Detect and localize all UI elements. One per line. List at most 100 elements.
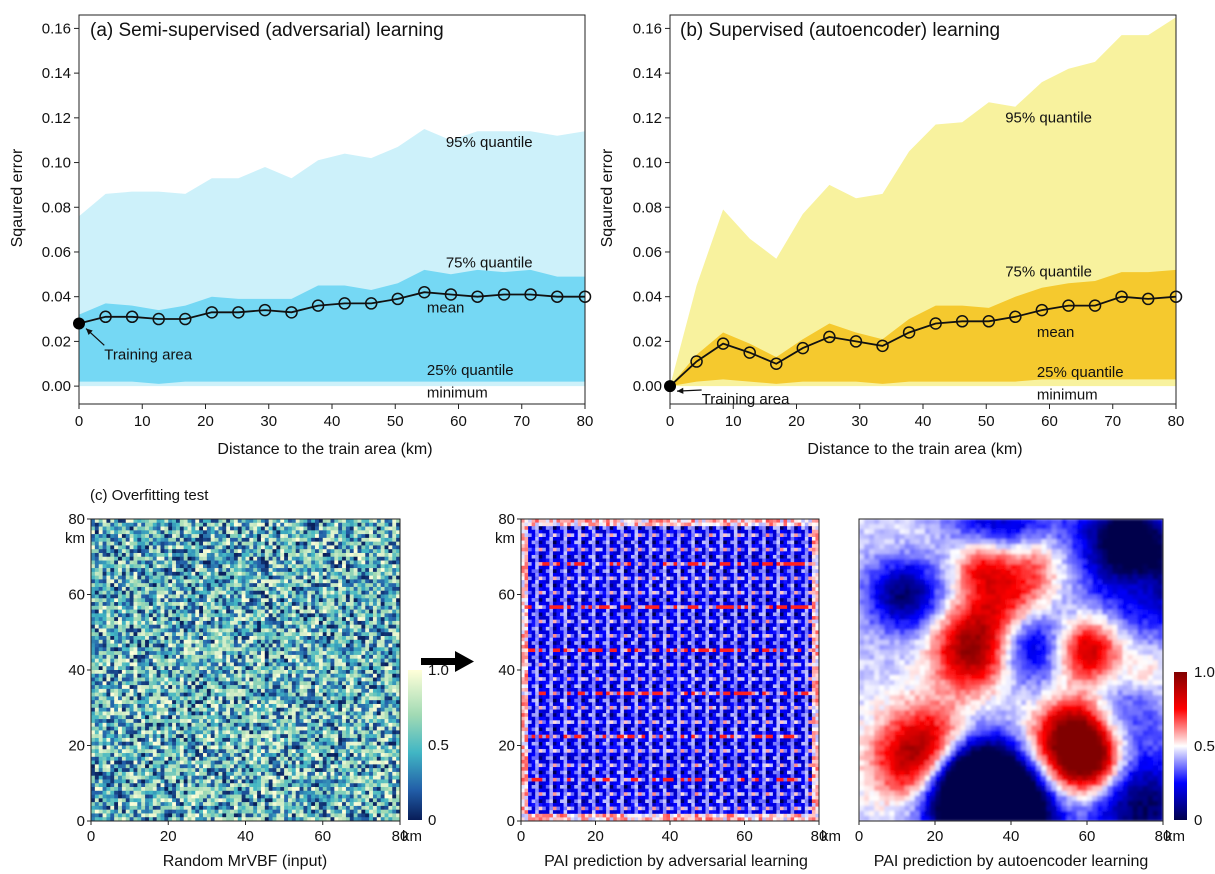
colorbar-tick-label: 0 (428, 812, 436, 829)
y-tick-label: 0.08 (42, 199, 71, 216)
x-tick-label: 80 (1168, 413, 1185, 430)
mean-point (285, 306, 298, 319)
x-tick-label: 60 (450, 413, 467, 430)
mean-point (364, 297, 378, 310)
heatmap-autoencoder-cells (859, 519, 1163, 821)
x-tick-label: 80 (811, 828, 828, 845)
x-tick-label: 60 (736, 828, 753, 845)
y-tick-label: 40 (68, 662, 85, 679)
mean-point (578, 290, 592, 303)
mean-line (78, 291, 585, 325)
y-tick-label: 0.10 (42, 155, 71, 172)
heatmap-adversarial-cells (521, 519, 820, 822)
x-tick-label: 30 (260, 413, 277, 430)
mean-point (258, 303, 272, 317)
y-tick-label: 60 (68, 587, 85, 604)
x-tick-label: 40 (237, 828, 254, 845)
mean-point (743, 346, 756, 359)
y-tick-label: 0.08 (633, 199, 662, 216)
mean-point (1035, 303, 1049, 317)
training-area-point (73, 317, 85, 330)
mean-point (876, 339, 889, 353)
mean-point (338, 297, 351, 310)
y-tick-label: 0.10 (633, 155, 662, 172)
annotation-label: Training area (104, 346, 192, 363)
mean-point (690, 355, 703, 368)
colorbar-ylgnbu (408, 670, 422, 820)
mean-point (179, 312, 192, 326)
y-tick-label: 0.06 (633, 244, 662, 261)
y-tick-label: 0.16 (633, 20, 662, 37)
mean-point (205, 306, 219, 319)
mean-point (471, 290, 484, 303)
x-tick-label: 30 (851, 413, 868, 430)
panel-b-chart: (b) Supervised (autoencoder) learning Di… (599, 14, 1185, 458)
y-tick-label: 80 (68, 511, 85, 528)
y-tick-label: 0.12 (42, 110, 71, 127)
x-tick-label: 20 (788, 413, 805, 430)
annotation-label: 75% quantile (1005, 264, 1092, 281)
colorbar-tick-label: 0.5 (1194, 738, 1215, 755)
x-tick-label: 0 (666, 413, 674, 430)
mean-point (125, 310, 139, 324)
y-unit-label: km (495, 530, 515, 547)
mean-point (1062, 299, 1075, 312)
heatmap-random-input: Random MrVBF (input) 0 20 40 60 80km02040608… (65, 511, 449, 870)
mean-point (1169, 290, 1183, 303)
colorbar-tick-label: 1.0 (428, 662, 449, 679)
y-tick-label: 0.04 (42, 289, 71, 306)
x-tick-label: 10 (134, 413, 151, 430)
panel-a-xlabel: Distance to the train area (km) (217, 441, 432, 458)
mean-point (849, 335, 863, 348)
x-tick-label: 70 (1104, 413, 1121, 430)
y-tick-label: 20 (498, 738, 515, 755)
mean-point (929, 317, 942, 330)
x-tick-label: 0 (75, 413, 83, 430)
x-unit-label: km (821, 828, 841, 845)
annotation-label: mean (1037, 324, 1075, 341)
heatmap-random-input-xlabel: Random MrVBF (input) (163, 853, 328, 870)
panel-a-ylabel: Sqaured error (9, 148, 26, 247)
panel-a-title: (a) Semi-supervised (adversarial) learni… (90, 20, 444, 41)
x-tick-label: 40 (662, 828, 679, 845)
x-tick-label: 60 (314, 828, 331, 845)
annotation-label: 95% quantile (1005, 109, 1092, 126)
y-tick-label: 0.04 (633, 289, 662, 306)
x-tick-label: 20 (197, 413, 214, 430)
mean-point (418, 285, 431, 299)
colorbar-tick-label: 0.5 (428, 737, 449, 754)
mean-point (716, 337, 730, 350)
annotation-label: 25% quantile (427, 362, 514, 379)
y-tick-label: 0.12 (633, 110, 662, 127)
colorbar-tick-label: 1.0 (1194, 664, 1215, 681)
y-tick-label: 60 (498, 587, 515, 604)
panel-b-title: (b) Supervised (autoencoder) learning (680, 20, 1000, 41)
annotation-label: 25% quantile (1037, 364, 1124, 381)
y-tick-label: 0.00 (42, 378, 71, 395)
mean-point (770, 357, 783, 371)
y-tick-label: 0 (507, 813, 515, 830)
y-tick-label: 0.00 (633, 378, 662, 395)
x-tick-label: 50 (387, 413, 404, 430)
y-tick-label: 0.16 (42, 20, 71, 37)
x-tick-label: 60 (1041, 413, 1058, 430)
annotation-label: minimum (427, 384, 488, 401)
training-area-arrowhead (677, 387, 684, 394)
x-tick-label: 70 (513, 413, 530, 430)
y-tick-label: 0.06 (42, 244, 71, 261)
y-tick-label: 0.02 (633, 333, 662, 350)
annotation-label: minimum (1037, 387, 1098, 404)
x-tick-label: 50 (978, 413, 995, 430)
mean-point (524, 288, 537, 301)
y-tick-label: 0.02 (42, 333, 71, 350)
mean-point (796, 341, 810, 355)
x-tick-label: 40 (915, 413, 932, 430)
training-area-arrowhead (86, 328, 93, 335)
y-tick-label: 80 (498, 511, 515, 528)
heatmap-random-input-cells (91, 519, 401, 822)
heatmap-autoencoder-xlabel: PAI prediction by autoencoder learning (874, 853, 1149, 870)
x-tick-label: 80 (1155, 828, 1172, 845)
y-unit-label: km (65, 530, 85, 547)
mean-point (444, 288, 458, 301)
mean-point (955, 315, 969, 328)
